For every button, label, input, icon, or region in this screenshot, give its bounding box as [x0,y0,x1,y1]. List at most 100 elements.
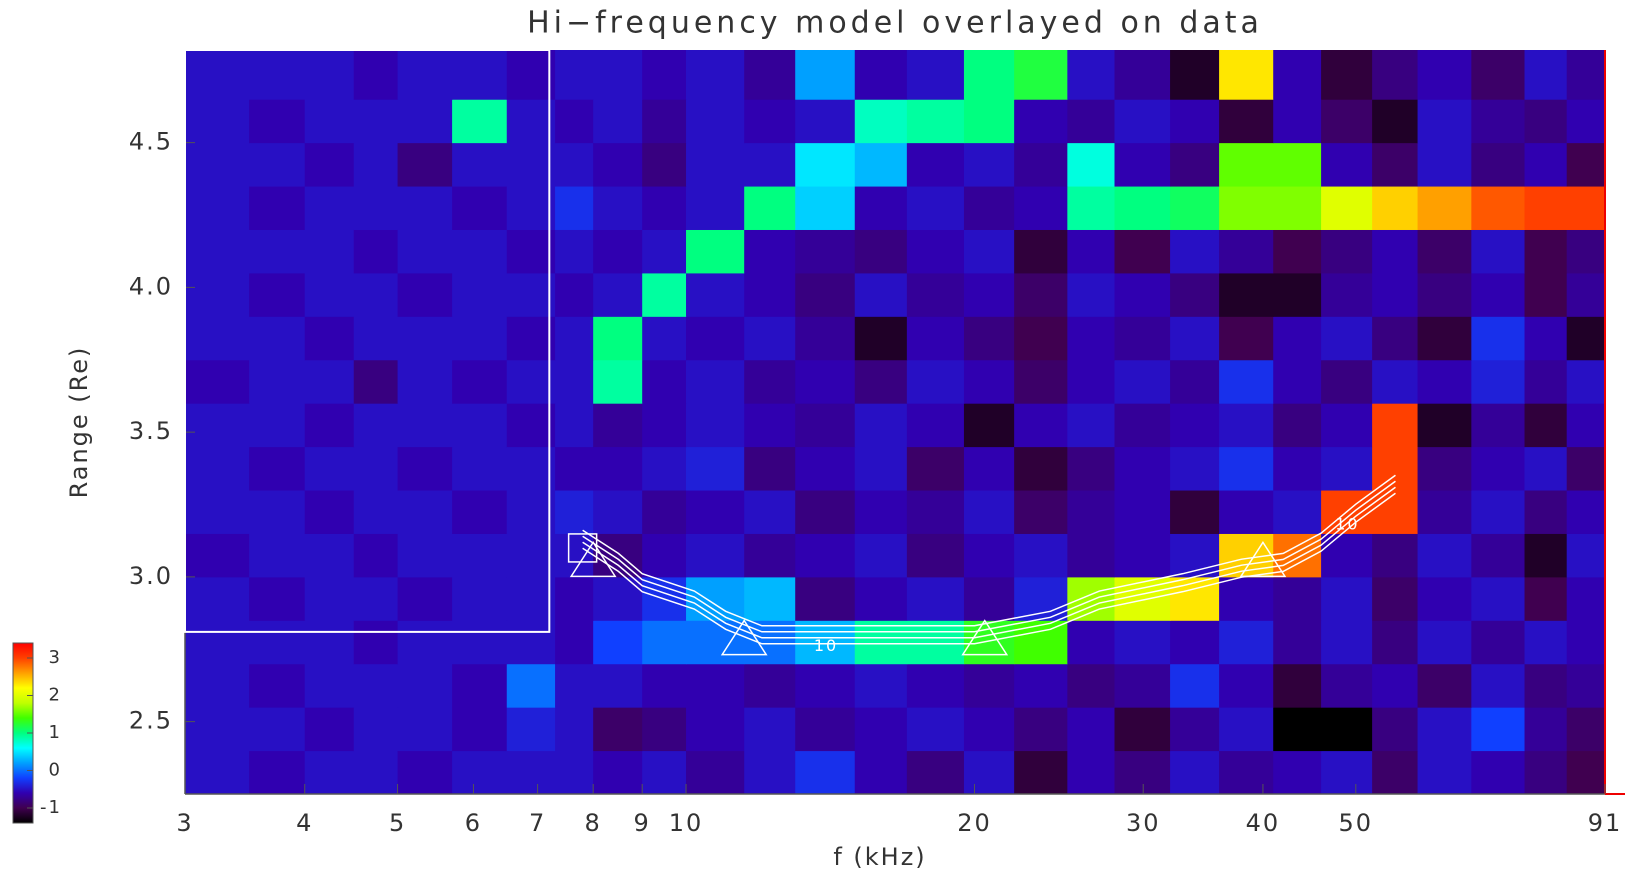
heatmap-cell [506,142,556,187]
heatmap-cell [555,50,594,100]
colorbar-tick-label: 2 [49,685,62,706]
heatmap-cell [642,229,687,274]
heatmap-cell [906,99,965,144]
heatmap-cell [506,707,556,752]
heatmap-cell [1524,533,1568,578]
chart-title: Hi−frequency model overlayed on data [527,6,1263,41]
y-tick-label: 3.5 [129,417,173,445]
model-curve [582,486,1396,639]
heatmap-cell [1067,186,1116,230]
heatmap-cell [744,750,796,795]
heatmap-cell [1524,576,1568,621]
heatmap-cell [506,490,556,534]
heatmap-cell [397,490,453,534]
heatmap-cell [555,359,594,404]
heatmap-cell [555,490,594,534]
heatmap-cell [555,576,594,621]
heatmap-cell [963,359,1015,404]
heatmap-cell [642,446,687,491]
heatmap-cell [744,142,796,187]
heatmap-cell [1417,707,1472,752]
heatmap-cell [353,663,399,708]
heatmap-cell [185,707,250,752]
heatmap-cell [1566,359,1606,404]
heatmap-cell [1321,50,1373,100]
heatmap-cell [642,142,687,187]
heatmap-cell [1321,316,1373,361]
heatmap-cell [249,359,306,404]
heatmap-cell [1219,50,1274,100]
heatmap-cell [1471,50,1526,100]
heatmap-cell [1014,229,1068,274]
heatmap-cell [1014,99,1068,144]
heatmap-cell [1524,99,1568,144]
heatmap-cell [1471,316,1526,361]
heatmap-cell [963,272,1015,317]
heatmap-cell [452,707,508,752]
heatmap-cell [1524,446,1568,491]
heatmap-cell [555,750,594,795]
heatmap-cell [686,272,745,317]
heatmap-cell [744,446,796,491]
heatmap-cell [1114,533,1171,578]
heatmap-cell [1170,316,1220,361]
heatmap-cell [906,316,965,361]
heatmap-cell [795,403,856,448]
heatmap-cell [1321,229,1373,274]
x-tick-label: 30 [1126,809,1161,837]
heatmap-cell [854,359,908,404]
heatmap-cell [452,142,508,187]
x-tick-label: 50 [1339,809,1374,837]
heatmap-cell [686,446,745,491]
colorbar-tick-label: 1 [49,722,62,743]
heatmap-cell [1114,229,1171,274]
heatmap-cell [452,576,508,621]
heatmap-cell [1170,229,1220,274]
heatmap-cell [744,663,796,708]
heatmap-cell [506,316,556,361]
heatmap-cell [353,707,399,752]
heatmap-cell [686,99,745,144]
heatmap-cell [1219,576,1274,621]
heatmap-cell [1321,707,1373,752]
heatmap-cell [1372,229,1419,274]
heatmap-cell [304,403,355,448]
heatmap-cell [1471,707,1526,752]
heatmap-cell [353,750,399,795]
heatmap-cell [1273,620,1322,665]
heatmap-cell [593,99,643,144]
heatmap-cell [1372,576,1419,621]
heatmap-cell [353,229,399,274]
colorbar-tick-label: 3 [49,647,62,668]
heatmap-cell [1417,99,1472,144]
heatmap-cell [1321,576,1373,621]
heatmap-cell [506,620,556,665]
heatmap-cell [1273,186,1322,230]
heatmap-cell [1566,620,1606,665]
heatmap-cell [906,620,965,665]
heatmap-cell [1321,142,1373,187]
heatmap-cell [1471,490,1526,534]
heatmap-cell [304,359,355,404]
heatmap-cell [1114,663,1171,708]
heatmap-cell [686,142,745,187]
heatmap-cell [452,99,508,144]
heatmap-cell [353,533,399,578]
heatmap-cell [1219,750,1274,795]
heatmap-cell [1114,490,1171,534]
heatmap-cell [1471,576,1526,621]
heatmap-cell [744,99,796,144]
heatmap-cell [1273,359,1322,404]
x-tick-label: 8 [585,809,602,837]
heatmap-cell [249,316,306,361]
heatmap-cell [795,229,856,274]
heatmap-cell [593,316,643,361]
heatmap-cell [795,663,856,708]
heatmap-cell [854,403,908,448]
heatmap-cell [963,446,1015,491]
heatmap-cell [1471,272,1526,317]
heatmap-cell [1372,663,1419,708]
heatmap-cell [304,142,355,187]
annotation: 10 [1335,514,1359,533]
heatmap-cell [1524,142,1568,187]
